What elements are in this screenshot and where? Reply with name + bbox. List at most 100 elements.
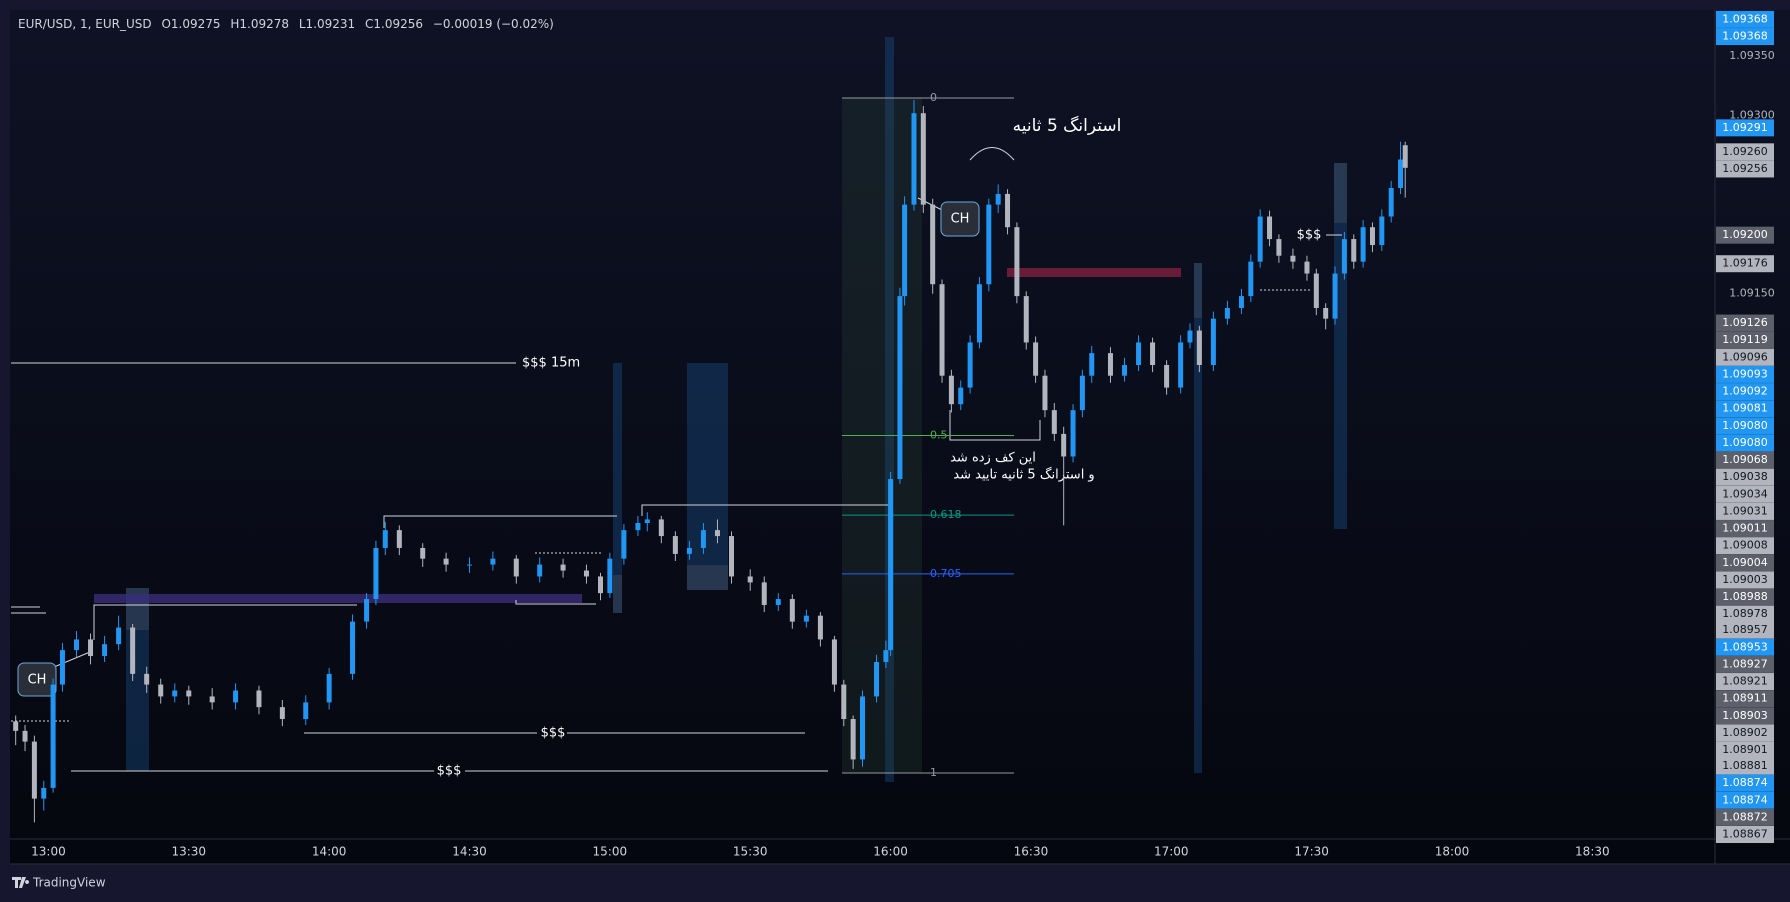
candle-body — [930, 204, 936, 285]
grey-box — [687, 565, 728, 590]
candle-body — [761, 582, 767, 605]
price-tag-label: 1.08881 — [1722, 759, 1768, 772]
highlight-box — [1194, 263, 1202, 773]
candle-body — [1304, 261, 1310, 274]
candle-body — [1136, 342, 1142, 366]
fib-label: 0.618 — [930, 508, 962, 521]
candle-body — [560, 564, 566, 571]
candle-body — [902, 204, 908, 297]
candle-body — [1402, 145, 1408, 168]
fib-label: 1 — [930, 766, 937, 779]
candle-body — [364, 599, 370, 622]
price-tag-label: 1.09119 — [1722, 333, 1768, 346]
candle-body — [1224, 307, 1230, 319]
price-tag-label: 1.08927 — [1722, 657, 1768, 670]
candle-body — [598, 576, 603, 594]
candle-body — [920, 113, 926, 205]
price-tag — [1716, 605, 1774, 623]
candle-body — [22, 730, 28, 742]
price-tag — [1716, 226, 1774, 244]
candle-body — [1187, 330, 1193, 343]
candle-body — [186, 690, 192, 697]
candle-body — [1079, 375, 1085, 411]
price-tag — [1716, 400, 1774, 418]
x-tick-label: 18:00 — [1435, 845, 1470, 859]
price-tag — [1716, 468, 1774, 486]
price-tag — [1716, 757, 1774, 775]
candle-body — [373, 547, 379, 600]
price-tag-label: 1.09080 — [1722, 436, 1768, 449]
candle-body — [860, 696, 865, 760]
candle-body — [158, 684, 164, 697]
candle-body — [50, 684, 56, 788]
candle-body — [1033, 342, 1039, 376]
price-tag-label: 1.09200 — [1722, 228, 1768, 241]
price-tag-label: 1.09368 — [1722, 30, 1768, 43]
price-tag — [1716, 724, 1774, 742]
price-tag — [1716, 638, 1774, 656]
price-tag — [1716, 485, 1774, 503]
price-tag — [1716, 383, 1774, 401]
candle-body — [1023, 296, 1029, 343]
price-tag-label: 1.08921 — [1722, 675, 1768, 688]
candle-body — [995, 193, 1001, 205]
price-tag — [1716, 502, 1774, 520]
x-tick-label: 14:30 — [452, 845, 487, 859]
annotation: CH — [28, 673, 47, 688]
level-line — [383, 515, 617, 528]
candle-body — [1061, 433, 1067, 457]
candle-body — [1313, 273, 1319, 308]
price-tag-label: 1.08874 — [1722, 776, 1768, 789]
candle-body — [326, 673, 332, 703]
price-tag — [1716, 537, 1774, 555]
price-tag — [1716, 28, 1774, 46]
price-tag — [1716, 160, 1774, 178]
price-tag-label: 1.09011 — [1722, 522, 1768, 535]
price-tag — [1716, 621, 1774, 639]
candle-body — [700, 530, 706, 548]
candle-body — [144, 673, 150, 685]
price-tag-label: 1.09034 — [1722, 487, 1768, 500]
candle-body — [976, 284, 982, 343]
candle-body — [831, 639, 837, 685]
price-tag-label: 1.08911 — [1722, 692, 1768, 705]
candle-body — [279, 707, 285, 720]
candle-body — [1196, 330, 1202, 366]
price-tag-label: 1.08988 — [1722, 590, 1768, 603]
candle-body — [537, 564, 543, 577]
candle-body — [303, 702, 309, 720]
price-tag-label: 1.08978 — [1722, 607, 1768, 620]
brand-name: TradingView — [32, 876, 106, 890]
annotation: و استرانگ 5 ثانیه تایید شد — [953, 467, 1094, 483]
candle-body — [658, 519, 664, 537]
y-tick-label: 1.09350 — [1729, 49, 1775, 62]
candle-body — [1379, 216, 1385, 246]
ohlc-value: 1.09256 — [373, 17, 423, 31]
candle-body — [775, 599, 781, 605]
price-tag — [1716, 331, 1774, 349]
candle-body — [1351, 239, 1357, 262]
change: −0.00019 (−0.02%) — [433, 17, 554, 31]
price-tag-label: 1.09126 — [1722, 316, 1768, 329]
x-tick-label: 17:30 — [1294, 845, 1329, 859]
grey-box — [1194, 263, 1202, 318]
candle-body — [883, 650, 889, 662]
candle-body — [443, 558, 449, 565]
candle-body — [31, 741, 37, 799]
candle-body — [874, 661, 880, 697]
brand[interactable]: TradingView — [12, 876, 106, 890]
price-tag-label: 1.08903 — [1722, 709, 1768, 722]
candle-body — [850, 719, 856, 760]
candle-body — [1267, 216, 1273, 240]
price-tag-label: 1.09003 — [1722, 573, 1768, 586]
candle-body — [1089, 353, 1095, 376]
candle-body — [1276, 239, 1282, 256]
symbol: EUR/USD, 1, EUR_USD — [18, 17, 152, 31]
price-tag — [1716, 808, 1774, 826]
candle-body — [948, 375, 954, 405]
candle-body — [1323, 307, 1329, 319]
candle-body — [621, 530, 627, 559]
price-tag — [1716, 365, 1774, 383]
